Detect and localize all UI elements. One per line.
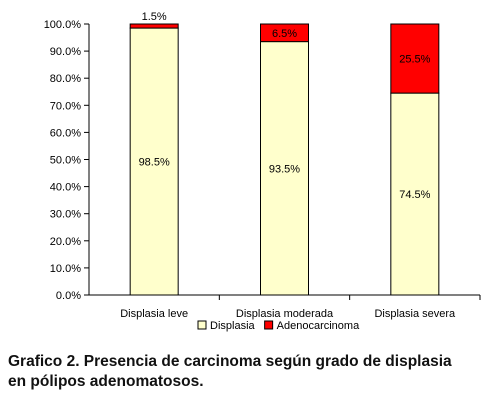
data-label: 1.5% (142, 11, 167, 23)
y-tick-label: 90.0% (50, 46, 81, 58)
caption-line-2: en pólipos adenomatosos. (8, 373, 204, 390)
data-label: 74.5% (399, 189, 430, 201)
x-tick-label: Displasia leve (120, 308, 188, 320)
bar-segment[interactable] (390, 23, 440, 94)
bar-segment[interactable] (260, 41, 309, 296)
y-tick-label: 30.0% (50, 209, 81, 221)
data-label: 98.5% (139, 157, 170, 169)
bar-segment[interactable] (390, 92, 440, 296)
data-label: 6.5% (272, 28, 297, 40)
legend-label: Displasia (210, 320, 256, 332)
y-tick-label: 10.0% (50, 263, 81, 275)
data-label: 93.5% (269, 163, 300, 175)
data-label: 25.5% (399, 54, 430, 66)
y-tick-label: 100.0% (44, 19, 82, 31)
bar-segment[interactable] (260, 23, 309, 43)
caption-line-1: Grafico 2. Presencia de carcinoma según … (8, 353, 452, 370)
figure-caption: Grafico 2. Presencia de carcinoma según … (8, 352, 496, 392)
y-tick-label: 20.0% (50, 236, 81, 248)
legend-swatch (264, 320, 274, 330)
y-tick-label: 70.0% (50, 100, 81, 112)
x-tick-label: Displasia moderada (236, 308, 334, 320)
y-tick-label: 60.0% (50, 127, 81, 139)
y-tick-label: 40.0% (50, 182, 81, 194)
y-tick-label: 0.0% (56, 290, 81, 302)
bar-segment[interactable] (129, 27, 179, 296)
legend-swatch (197, 320, 207, 330)
legend-label: Adenocarcinoma (277, 320, 360, 332)
x-tick-label: Displasia severa (374, 308, 456, 320)
stacked-bar-chart: 0.0% 10.0% 20.0% 30.0% 40.0% 50.0% 60.0% 70.0% 8… (44, 11, 481, 332)
bar-segment[interactable] (129, 23, 179, 29)
y-tick-label: 50.0% (50, 155, 81, 167)
y-tick-label: 80.0% (50, 73, 81, 85)
